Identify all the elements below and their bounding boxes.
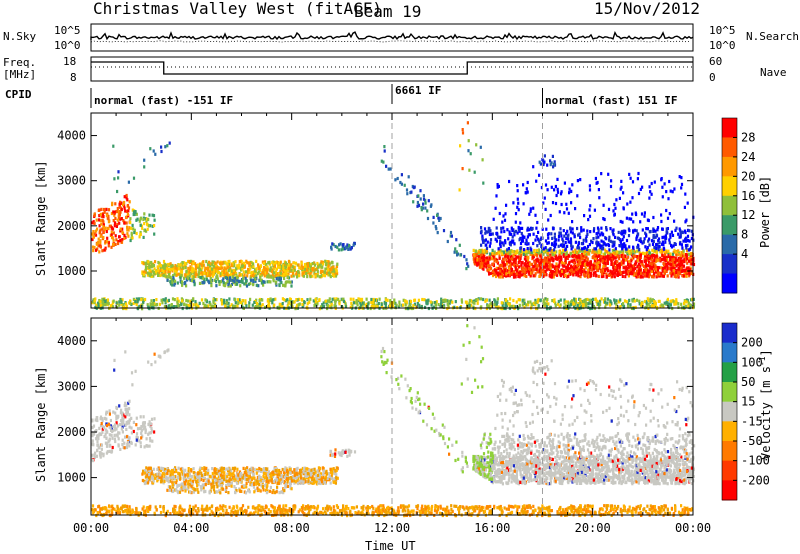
velocity-colorbar-tick-label: -50 (741, 434, 763, 448)
freq-right-tick-bottom: 0 (709, 71, 716, 84)
velocity-ytick-label: 3000 (57, 379, 86, 393)
power-colorbar-tick-label: 12 (741, 208, 755, 222)
power-colorbar-tick-label: 28 (741, 130, 755, 144)
nsearch-label: N.Search (746, 30, 799, 43)
velocity-ytick-label: 4000 (57, 334, 86, 348)
velocity-colorbar-cell (722, 323, 737, 344)
power-colorbar-cell (722, 137, 737, 158)
nave-label: Nave (760, 66, 787, 79)
x-axis-label: Time UT (365, 539, 416, 553)
x-tick-label: 20:00 (575, 521, 611, 535)
power-colorbar-cell (722, 215, 737, 236)
velocity-colorbar-tick-label: 50 (741, 375, 755, 389)
power-colorbar-tick-label: 20 (741, 169, 755, 183)
date-label: 15/Nov/2012 (594, 0, 700, 18)
freq-unit-label: [MHz] (3, 68, 37, 81)
frequency-series (91, 61, 693, 75)
power-colorbar-tick-label: 16 (741, 189, 755, 203)
power-colorbar-frame (721, 117, 738, 294)
velocity-colorbar-tick-label: -200 (741, 473, 770, 487)
power-colorbar-tick-label: 8 (741, 228, 748, 242)
velocity-colorbar-cell (722, 401, 737, 422)
power-ytick-label: 2000 (57, 219, 86, 233)
power-ytick-label: 4000 (57, 129, 86, 143)
freq-left-tick-top: 18 (63, 55, 77, 68)
velocity-colorbar-cell (722, 362, 737, 383)
x-tick-label: 00:00 (675, 521, 711, 535)
velocity-colorbar-cell (722, 441, 737, 462)
cpid-segment-3: normal (fast) 151 IF (545, 94, 678, 107)
power-colorbar-cell (722, 195, 737, 216)
beam-label: Beam 19 (354, 2, 422, 21)
freq-left-tick-bottom: 8 (70, 71, 77, 84)
power-colorbar-cell (722, 273, 737, 294)
velocity-colorbar-tick-label: -100 (741, 454, 770, 468)
freq-panel-frame (90, 56, 694, 82)
power-colorbar-cell (722, 176, 737, 197)
velocity-colorbar-frame (721, 322, 738, 501)
power-colorbar-cell (722, 118, 737, 138)
velocity-colorbar-tick-label: -15 (741, 414, 763, 428)
power-scatter-layer (91, 121, 696, 311)
station-title: Christmas Valley West (fitACF) (93, 0, 382, 18)
nsearch-series (90, 40, 691, 43)
velocity-ytick-label: 1000 (57, 471, 86, 485)
cpid-segment-2: 6661 IF (395, 84, 442, 97)
velocity-colorbar-cell (722, 421, 737, 442)
power-ytick-label: 1000 (57, 264, 86, 278)
power-colorbar-cell (722, 254, 737, 275)
noise-left-tick-bottom: 10^0 (54, 39, 81, 52)
noise-right-tick-bottom: 10^0 (709, 39, 736, 52)
velocity-ytick-label: 2000 (57, 425, 86, 439)
x-tick-label: 00:00 (73, 521, 109, 535)
velocity-colorbar-cell (722, 460, 737, 481)
noise-right-tick-top: 10^5 (709, 24, 736, 37)
velocity-colorbar-cell (722, 382, 737, 403)
power-colorbar-tick-label: 4 (741, 247, 748, 261)
x-tick-label: 08:00 (274, 521, 310, 535)
velocity-colorbar-tick-label: 200 (741, 336, 763, 350)
velocity-colorbar-cell (722, 342, 737, 363)
power-ytick-label: 3000 (57, 174, 86, 188)
nsky-label: N.Sky (3, 30, 37, 43)
velocity-colorbar-tick-label: 15 (741, 395, 755, 409)
velocity-colorbar-cell (722, 480, 737, 501)
freq-label: Freq. (3, 56, 37, 69)
x-tick-label: 04:00 (173, 521, 209, 535)
nsky-series (90, 30, 694, 41)
freq-right-tick-top: 60 (709, 55, 723, 68)
cpid-segment-1: normal (fast) -151 IF (94, 94, 234, 107)
power-colorbar-cell (722, 234, 737, 255)
cpid-label: CPID (5, 88, 32, 101)
x-tick-label: 12:00 (374, 521, 410, 535)
velocity-colorbar-tick-label: 100 (741, 355, 763, 369)
noise-left-tick-top: 10^5 (54, 24, 81, 37)
x-tick-label: 16:00 (474, 521, 510, 535)
power-colorbar-cell (722, 156, 737, 177)
power-colorbar-tick-label: 24 (741, 150, 755, 164)
